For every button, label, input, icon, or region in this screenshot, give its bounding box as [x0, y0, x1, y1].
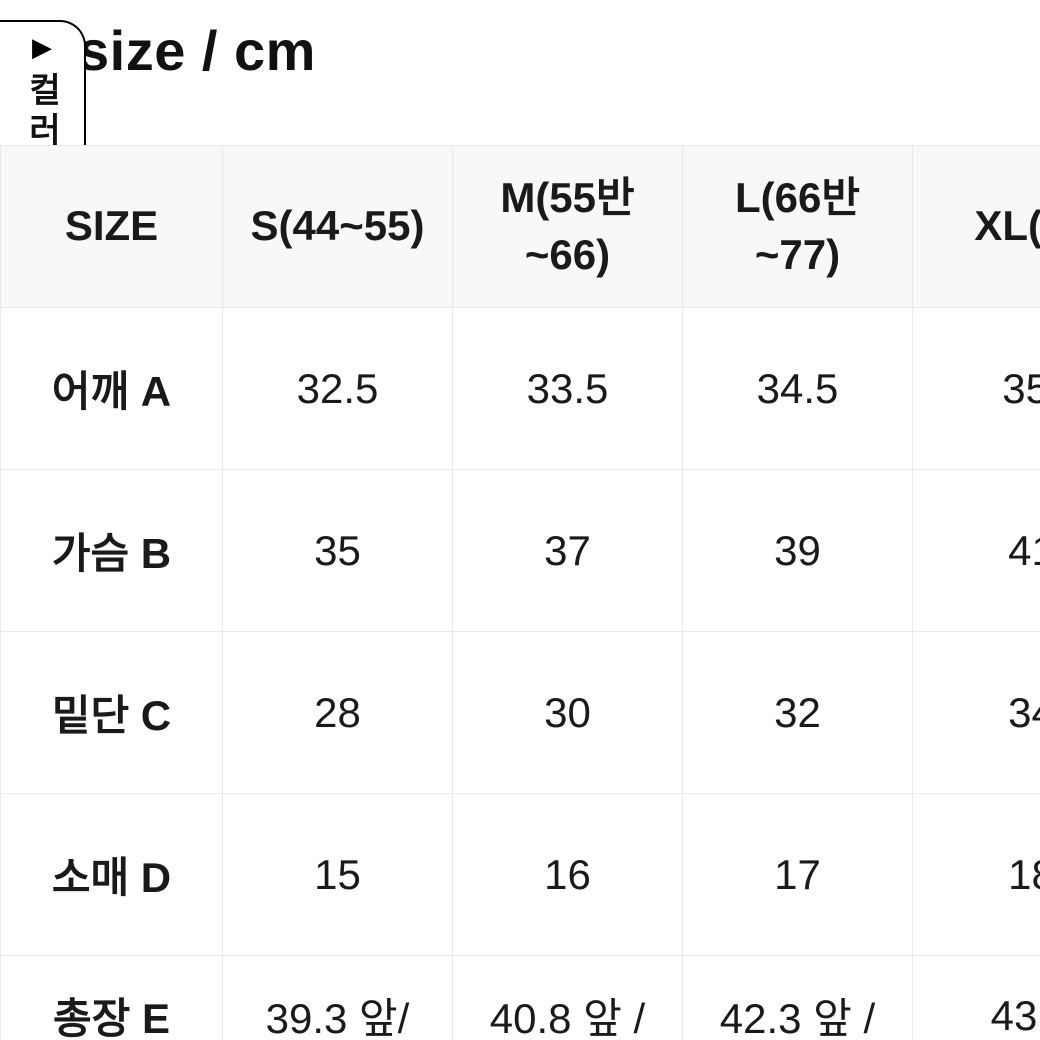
cell: 17	[683, 794, 913, 956]
col-header-xl: XL(77	[913, 146, 1040, 308]
cell: 35.	[913, 308, 1040, 470]
cell: 15	[223, 794, 453, 956]
row-label: 밑단 C	[1, 632, 223, 794]
table-row: 가슴 B 35 37 39 41	[1, 470, 1040, 632]
cell: 35	[223, 470, 453, 632]
row-label: 어깨 A	[1, 308, 223, 470]
cell: 43.8	[913, 956, 1040, 1040]
chevron-right-icon: ▶	[32, 34, 52, 60]
cell: 16	[453, 794, 683, 956]
cell: 41	[913, 470, 1040, 632]
table-header-row: SIZE S(44~55) M(55반~66) L(66반~77) XL(77	[1, 146, 1040, 308]
page-root: size / cm ▶ 컬러 선택 SIZE S(44~55) M(55반~66…	[0, 0, 1040, 1040]
cell: 39	[683, 470, 913, 632]
cell: 34.5	[683, 308, 913, 470]
cell: 42.3 앞 /	[683, 956, 913, 1040]
cell: 32	[683, 632, 913, 794]
col-header-l: L(66반~77)	[683, 146, 913, 308]
table-row: 소매 D 15 16 17 18	[1, 794, 1040, 956]
table-row: 어깨 A 32.5 33.5 34.5 35.	[1, 308, 1040, 470]
cell: 30	[453, 632, 683, 794]
table-row: 밑단 C 28 30 32 34	[1, 632, 1040, 794]
row-label: 가슴 B	[1, 470, 223, 632]
row-label: 총장 E	[1, 956, 223, 1040]
cell: 18	[913, 794, 1040, 956]
cell: 32.5	[223, 308, 453, 470]
page-title: size / cm	[78, 18, 316, 83]
cell: 39.3 앞/	[223, 956, 453, 1040]
cell: 28	[223, 632, 453, 794]
col-header-s: S(44~55)	[223, 146, 453, 308]
row-label: 소매 D	[1, 794, 223, 956]
size-table: SIZE S(44~55) M(55반~66) L(66반~77) XL(77 …	[0, 145, 1040, 1040]
size-table-wrap: SIZE S(44~55) M(55반~66) L(66반~77) XL(77 …	[0, 145, 1040, 1040]
cell: 33.5	[453, 308, 683, 470]
cell: 37	[453, 470, 683, 632]
table-row: 총장 E 39.3 앞/ 40.8 앞 / 42.3 앞 / 43.8	[1, 956, 1040, 1040]
col-header-size: SIZE	[1, 146, 223, 308]
cell: 40.8 앞 /	[453, 956, 683, 1040]
col-header-m: M(55반~66)	[453, 146, 683, 308]
cell: 34	[913, 632, 1040, 794]
